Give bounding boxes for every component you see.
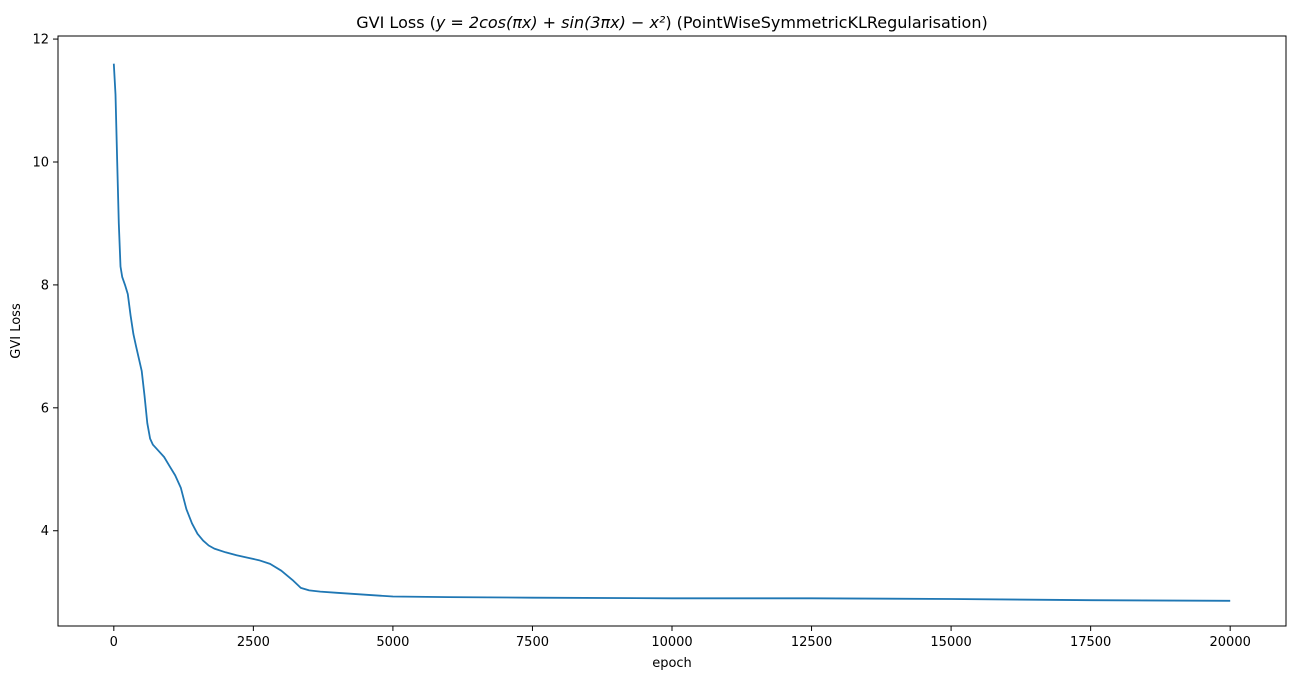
chart-title-equation: y = 2cos(πx) + sin(3πx) − x²: [435, 13, 666, 32]
chart-title: GVI Loss (y = 2cos(πx) + sin(3πx) − x²) …: [356, 13, 987, 32]
x-tick-label: 0: [110, 635, 118, 650]
plot-area: [57, 35, 1287, 627]
y-tick-label: 10: [32, 155, 49, 170]
x-tick-label: 10000: [651, 635, 692, 650]
x-tick-label: 12500: [791, 635, 832, 650]
y-axis-ticks: 4 6 8 10 12: [32, 33, 58, 539]
x-tick-label: 2500: [237, 635, 270, 650]
x-tick-label: 15000: [930, 635, 971, 650]
x-axis-ticks: 0 2500 5000 7500 10000 12500 15000 17500 20000: [110, 626, 1251, 650]
y-tick-label: 4: [41, 524, 49, 539]
x-tick-label: 7500: [516, 635, 549, 650]
series-line: [112, 63, 1231, 602]
y-tick-label: 8: [41, 278, 49, 293]
y-axis-label: GVI Loss: [9, 303, 24, 359]
x-tick-label: 17500: [1070, 635, 1111, 650]
x-axis-label: epoch: [652, 656, 692, 671]
chart-title-prefix: GVI Loss (: [356, 13, 436, 32]
plot-frame: [57, 35, 1287, 627]
chart-title-suffix: ) (PointWiseSymmetricKLRegularisation): [665, 13, 987, 32]
x-tick-label: 20000: [1210, 635, 1251, 650]
x-tick-label: 5000: [376, 635, 409, 650]
y-tick-label: 6: [41, 401, 49, 416]
y-tick-label: 12: [32, 33, 49, 48]
